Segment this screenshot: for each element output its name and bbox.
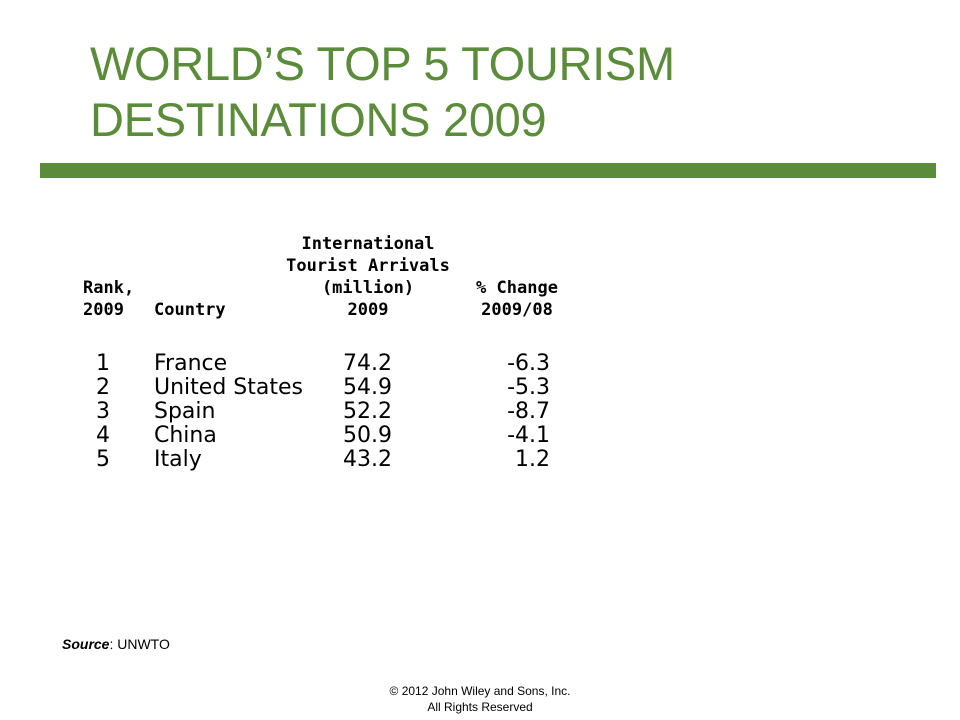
header-rank: Rank, 2009 [83,277,134,321]
source-value: UNWTO [117,636,170,652]
change-cell: -6.3 [507,351,550,376]
table-row: 3 Spain 52.2 -8.7 [0,400,960,424]
header-arrivals-line-4: 2009 [347,300,389,320]
header-arrivals-line-3: (million) [321,278,415,298]
table-row: 5 Italy 43.2 1.2 [0,448,960,472]
header-change-line-2: 2009/08 [481,300,553,320]
header-change: % Change 2009/08 [450,277,584,321]
source-label: Source [62,636,110,652]
country-cell: China [154,423,217,448]
source-separator: : [109,636,118,652]
table-row: 2 United States 54.9 -5.3 [0,376,960,400]
rank-cell: 2 [96,375,110,400]
change-cell: -4.1 [507,423,550,448]
copyright-line-2: All Rights Reserved [427,700,533,714]
header-rank-line-2: 2009 [83,300,124,320]
country-cell: France [154,351,228,376]
header-rank-line-1: Rank, [83,278,135,298]
arrivals-cell: 50.9 [343,423,392,448]
arrivals-cell: 43.2 [343,447,392,472]
arrivals-cell: 52.2 [343,399,392,424]
copyright-line-1: © 2012 John Wiley and Sons, Inc. [389,684,571,698]
change-cell: -8.7 [507,399,550,424]
slide-title-line-1: WORLD’S TOP 5 TOURISM [90,37,675,90]
title-divider-bar [40,163,936,178]
header-country-line-1: Country [154,300,226,320]
rank-cell: 4 [96,423,110,448]
header-change-line-1: % Change [476,278,558,298]
country-cell: United States [154,375,303,400]
country-cell: Spain [154,399,216,424]
arrivals-cell: 54.9 [343,375,392,400]
table-row: 1 France 74.2 -6.3 [0,352,960,376]
rank-cell: 3 [96,399,110,424]
header-country: Country [154,299,226,321]
country-cell: Italy [154,447,202,472]
change-cell: 1.2 [515,447,550,472]
copyright-footer: © 2012 John Wiley and Sons, Inc. All Rig… [330,683,630,715]
source-note: Source: UNWTO [62,636,170,652]
arrivals-cell: 74.2 [343,351,392,376]
rank-cell: 1 [96,351,110,376]
header-arrivals-line-2: Tourist Arrivals [286,256,450,276]
header-arrivals: International Tourist Arrivals (million)… [270,233,466,321]
rank-cell: 5 [96,447,110,472]
slide-title: WORLD’S TOP 5 TOURISM DESTINATIONS 2009 [90,36,910,148]
slide-title-line-2: DESTINATIONS 2009 [90,93,547,146]
table-row: 4 China 50.9 -4.1 [0,424,960,448]
header-arrivals-line-1: International [301,234,435,254]
change-cell: -5.3 [507,375,550,400]
